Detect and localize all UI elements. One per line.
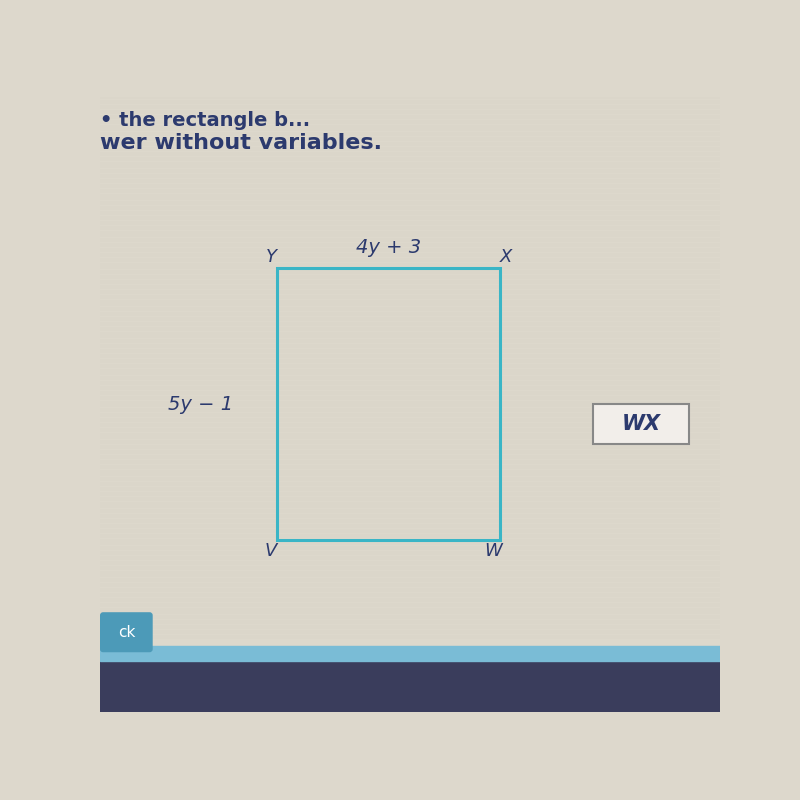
Bar — [100, 662, 720, 712]
Bar — [277, 269, 500, 539]
Text: 4y + 3: 4y + 3 — [356, 238, 421, 258]
Text: X: X — [500, 248, 512, 266]
Bar — [100, 646, 720, 662]
Text: V: V — [264, 542, 277, 560]
FancyBboxPatch shape — [100, 612, 153, 652]
Bar — [593, 404, 689, 444]
Text: W: W — [485, 542, 502, 560]
Text: • the rectangle b...: • the rectangle b... — [100, 111, 310, 130]
Text: WX: WX — [622, 414, 661, 434]
Text: wer without variables.: wer without variables. — [100, 133, 382, 153]
Text: 5y − 1: 5y − 1 — [168, 394, 234, 414]
Text: Y: Y — [266, 248, 277, 266]
Text: ck: ck — [118, 625, 135, 640]
